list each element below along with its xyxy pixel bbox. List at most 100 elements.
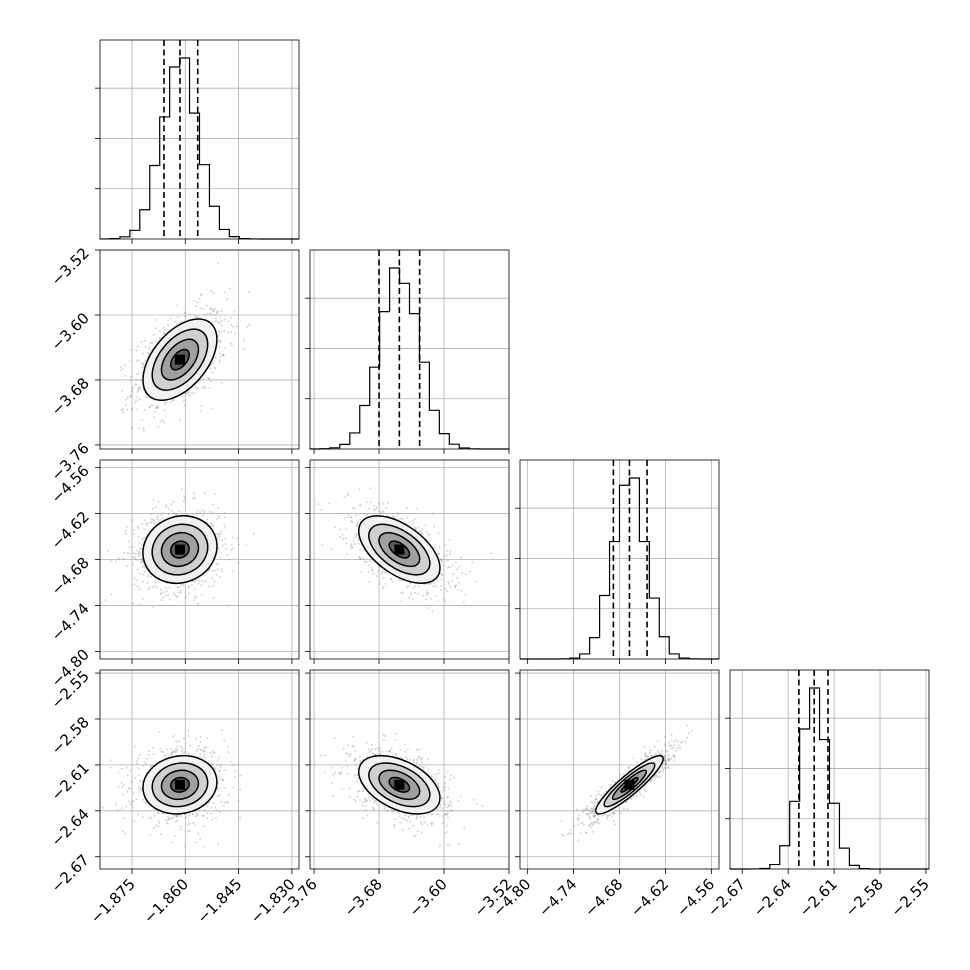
- scatter-point: [156, 407, 159, 410]
- scatter-point: [220, 355, 223, 358]
- scatter-point: [473, 798, 476, 801]
- scatter-point: [448, 844, 451, 847]
- scatter-point: [417, 756, 420, 759]
- scatter-point: [416, 748, 419, 751]
- scatter-point: [446, 810, 449, 813]
- scatter-point: [144, 339, 147, 342]
- scatter-point: [376, 747, 379, 750]
- scatter-point: [446, 816, 449, 819]
- scatter-point: [216, 310, 219, 313]
- scatter-point: [391, 580, 394, 583]
- scatter-point: [217, 262, 220, 265]
- scatter-point: [121, 807, 124, 810]
- scatter-point: [185, 816, 188, 819]
- scatter-point: [606, 815, 609, 818]
- scatter-point: [193, 497, 196, 500]
- scatter-point: [382, 585, 385, 588]
- scatter-point: [644, 752, 647, 755]
- scatter-point: [448, 538, 451, 541]
- scatter-point: [444, 785, 447, 788]
- scatter-point: [200, 404, 203, 407]
- scatter-point: [246, 325, 249, 328]
- scatter-point: [451, 579, 454, 582]
- scatter-point: [209, 308, 212, 311]
- scatter-point: [372, 754, 375, 757]
- scatter-point: [341, 787, 344, 790]
- density-peak: [174, 354, 185, 365]
- scatter-point: [375, 799, 378, 802]
- scatter-point: [230, 344, 233, 347]
- scatter-point: [163, 421, 166, 424]
- scatter-point: [152, 521, 155, 524]
- scatter-point: [442, 786, 445, 789]
- scatter-point: [415, 762, 418, 765]
- scatter-point: [239, 774, 242, 777]
- scatter-point: [348, 755, 351, 758]
- scatter-point: [365, 561, 368, 564]
- scatter-point: [415, 816, 418, 819]
- scatter-point: [224, 543, 227, 546]
- scatter-point: [179, 815, 182, 818]
- scatter-point: [155, 824, 158, 827]
- scatter-point: [194, 587, 197, 590]
- scatter-point: [358, 755, 361, 758]
- scatter-point: [201, 749, 204, 752]
- scatter-point: [118, 558, 121, 561]
- scatter-point: [175, 747, 178, 750]
- scatter-point: [135, 359, 138, 362]
- scatter-point: [203, 747, 206, 750]
- scatter-point: [228, 558, 231, 561]
- scatter-point: [153, 523, 156, 526]
- scatter-point: [356, 774, 359, 777]
- scatter-point: [422, 816, 425, 819]
- scatter-point: [140, 561, 143, 564]
- scatter-point: [223, 524, 226, 527]
- scatter-point: [161, 419, 164, 422]
- scatter-point: [219, 575, 222, 578]
- scatter-point: [444, 544, 447, 547]
- scatter-point: [230, 324, 233, 327]
- contour-line: [368, 523, 431, 576]
- scatter-point: [214, 751, 217, 754]
- scatter-point: [135, 408, 138, 411]
- scatter-point: [218, 332, 221, 335]
- scatter-point: [176, 745, 179, 748]
- scatter-point: [214, 367, 217, 370]
- contour-line: [357, 515, 441, 584]
- scatter-point: [248, 291, 251, 294]
- scatter-point: [148, 750, 151, 753]
- scatter-point: [142, 764, 145, 767]
- scatter-point: [320, 754, 323, 757]
- scatter-point: [188, 313, 191, 316]
- scatter-point: [211, 308, 214, 311]
- scatter-point: [350, 547, 353, 550]
- scatter-point: [585, 831, 588, 834]
- scatter-point: [141, 371, 144, 374]
- scatter-point: [364, 798, 367, 801]
- scatter-point: [340, 771, 343, 774]
- scatter-point: [354, 800, 357, 803]
- scatter-point: [218, 346, 221, 349]
- scatter-point: [460, 572, 463, 575]
- scatter-point: [425, 530, 428, 533]
- scatter-point: [357, 539, 360, 542]
- scatter-point: [167, 507, 170, 510]
- scatter-point: [399, 821, 402, 824]
- scatter-point: [383, 735, 386, 738]
- scatter-point: [209, 312, 212, 315]
- contour-line: [378, 531, 421, 568]
- scatter-point: [158, 329, 161, 332]
- scatter-point: [221, 354, 224, 357]
- scatter-point: [192, 497, 195, 500]
- scatter-point: [365, 799, 368, 802]
- scatter-point: [221, 570, 224, 573]
- scatter-point: [595, 797, 598, 800]
- scatter-point: [124, 529, 127, 532]
- scatter-point: [130, 427, 133, 430]
- scatter-point: [421, 757, 424, 760]
- scatter-point: [149, 575, 152, 578]
- scatter-point: [162, 332, 165, 335]
- scatter-point: [165, 821, 168, 824]
- scatter-point: [232, 786, 235, 789]
- scatter-point: [458, 565, 461, 568]
